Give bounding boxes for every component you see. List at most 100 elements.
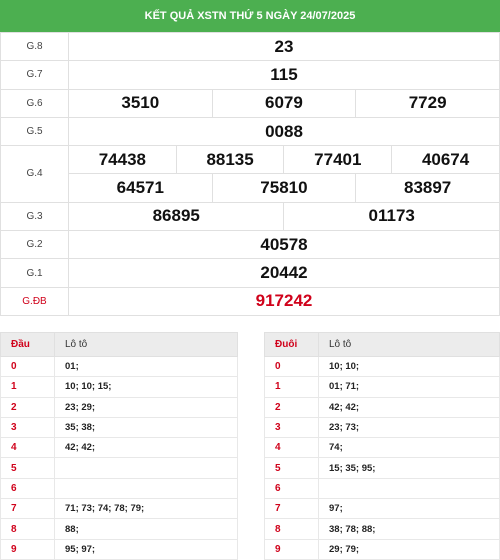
special-prize-number: 917242 [68, 286, 500, 316]
loto-values-cell: 42; 42; [54, 437, 238, 459]
table-row: 5 15; 35; 95; [264, 457, 500, 479]
prize-number: 0088 [68, 116, 500, 147]
prize-number: 88135 [175, 145, 285, 175]
prize-row-g5: G.5 0088 [0, 116, 500, 147]
digit-cell: 6 [0, 477, 55, 500]
loto-values-cell [54, 477, 238, 500]
prize-row-g4-second: 64571 75810 83897 [1, 173, 500, 203]
table-row: 7 97; [264, 498, 500, 520]
prize-number: 6079 [211, 88, 357, 118]
prize-number: 3510 [68, 88, 213, 118]
loto-values-cell: 74; [318, 437, 500, 459]
table-row: 3 23; 73; [264, 416, 500, 439]
table-row: 6 [264, 477, 500, 500]
loto-values-cell: 38; 78; 88; [318, 518, 500, 540]
prize-row-g1: G.1 20442 [0, 258, 500, 288]
loto-values-cell: 35; 38; [54, 416, 238, 439]
loto-values-cell: 97; [318, 498, 500, 520]
table-row: 7 71; 73; 74; 78; 79; [0, 498, 238, 520]
prize-number: 64571 [68, 173, 213, 203]
prize-number: 86895 [67, 201, 285, 232]
digit-cell: 3 [0, 416, 55, 439]
prize-row-g4: G.4 74438 88135 77401 40674 [0, 145, 500, 203]
digit-cell: 8 [264, 518, 319, 540]
column-header-dau: Đầu [0, 332, 55, 357]
prize-number: 40578 [68, 230, 500, 260]
results-table: G.8 23 G.7 115 G.6 3510 6079 7729 G.5 00… [0, 31, 500, 316]
digit-cell: 0 [0, 355, 55, 378]
prize-row-g8: G.8 23 [0, 31, 500, 62]
loto-tail-table: Đuôi Lô tô 0 10; 10; 1 01; 71; 2 42; 42; 3 23; … [264, 332, 500, 560]
column-header-loto: Lô tô [54, 332, 238, 357]
loto-values-cell: 10; 10; 15; [54, 376, 238, 398]
digit-cell: 5 [264, 457, 319, 479]
prize-number: 40674 [391, 145, 500, 175]
digit-cell: 8 [0, 518, 55, 540]
digit-cell: 5 [0, 457, 55, 479]
loto-values-cell [318, 477, 500, 500]
prize-number: 7729 [355, 88, 500, 118]
prize-label: G.6 [0, 88, 69, 118]
loto-values-cell: 29; 79; [318, 538, 500, 560]
digit-cell: 1 [264, 376, 319, 398]
table-row: 3 35; 38; [0, 416, 238, 439]
table-row: 4 74; [264, 437, 500, 459]
prize-row-special: G.ĐB 917242 [0, 286, 500, 316]
table-row: 6 [0, 477, 238, 500]
column-header-loto: Lô tô [318, 332, 500, 357]
digit-cell: 7 [264, 498, 319, 520]
loto-values-cell [54, 457, 238, 479]
prize-number: 77401 [283, 145, 393, 175]
loto-head-table: Đầu Lô tô 0 01; 1 10; 10; 15; 2 23; 29; 3 35; 3… [0, 332, 238, 560]
digit-cell: 6 [264, 477, 319, 500]
prize-row-g6: G.6 3510 6079 7729 [0, 88, 500, 118]
prize-label: G.ĐB [0, 286, 69, 316]
prize-number: 20442 [68, 258, 500, 288]
prize-label: G.4 [0, 145, 69, 203]
table-row: 0 01; [0, 355, 238, 378]
table-row: 5 [0, 457, 238, 479]
digit-cell: 3 [264, 416, 319, 439]
loto-values-cell: 88; [54, 518, 238, 540]
prize-label: G.2 [0, 230, 69, 260]
loto-values-cell: 01; [54, 355, 238, 378]
prize-number: 83897 [355, 173, 500, 203]
table-row: 8 38; 78; 88; [264, 518, 500, 540]
digit-cell: 9 [0, 538, 55, 560]
table-row: 9 29; 79; [264, 538, 500, 560]
loto-values-cell: 95; 97; [54, 538, 238, 560]
prize-label: G.7 [0, 60, 69, 90]
column-header-duoi: Đuôi [264, 332, 319, 357]
results-title: KẾT QUẢ XSTN THỨ 5 NGÀY 24/07/2025 [144, 10, 356, 22]
loto-values-cell: 71; 73; 74; 78; 79; [54, 498, 238, 520]
table-row: 1 01; 71; [264, 376, 500, 398]
loto-values-cell: 23; 29; [54, 396, 238, 418]
loto-values-cell: 42; 42; [318, 396, 500, 418]
prize-label: G.1 [0, 258, 69, 288]
prize-row-g7: G.7 115 [0, 60, 500, 90]
digit-cell: 4 [264, 437, 319, 459]
digit-cell: 4 [0, 437, 55, 459]
prize-number: 74438 [68, 145, 177, 175]
table-row: 1 10; 10; 15; [0, 376, 238, 398]
prize-label: G.5 [0, 116, 69, 147]
digit-cell: 0 [264, 355, 319, 378]
table-row: 0 10; 10; [264, 355, 500, 378]
loto-values-cell: 10; 10; [318, 355, 500, 378]
prize-number: 75810 [211, 173, 357, 203]
loto-values-cell: 15; 35; 95; [318, 457, 500, 479]
table-row: 2 23; 29; [0, 396, 238, 418]
prize-number: 01173 [283, 201, 500, 232]
results-header: KẾT QUẢ XSTN THỨ 5 NGÀY 24/07/2025 [0, 0, 500, 32]
table-row: 2 42; 42; [264, 396, 500, 418]
digit-cell: 7 [0, 498, 55, 520]
table-row: 9 95; 97; [0, 538, 238, 560]
table-row: 8 88; [0, 518, 238, 540]
prize-number: 23 [68, 31, 500, 62]
loto-values-cell: 01; 71; [318, 376, 500, 398]
loto-values-cell: 23; 73; [318, 416, 500, 439]
prize-row-g2: G.2 40578 [0, 230, 500, 260]
prize-number: 115 [68, 60, 500, 90]
prize-row-g3: G.3 86895 01173 [0, 201, 500, 232]
digit-cell: 2 [264, 396, 319, 418]
